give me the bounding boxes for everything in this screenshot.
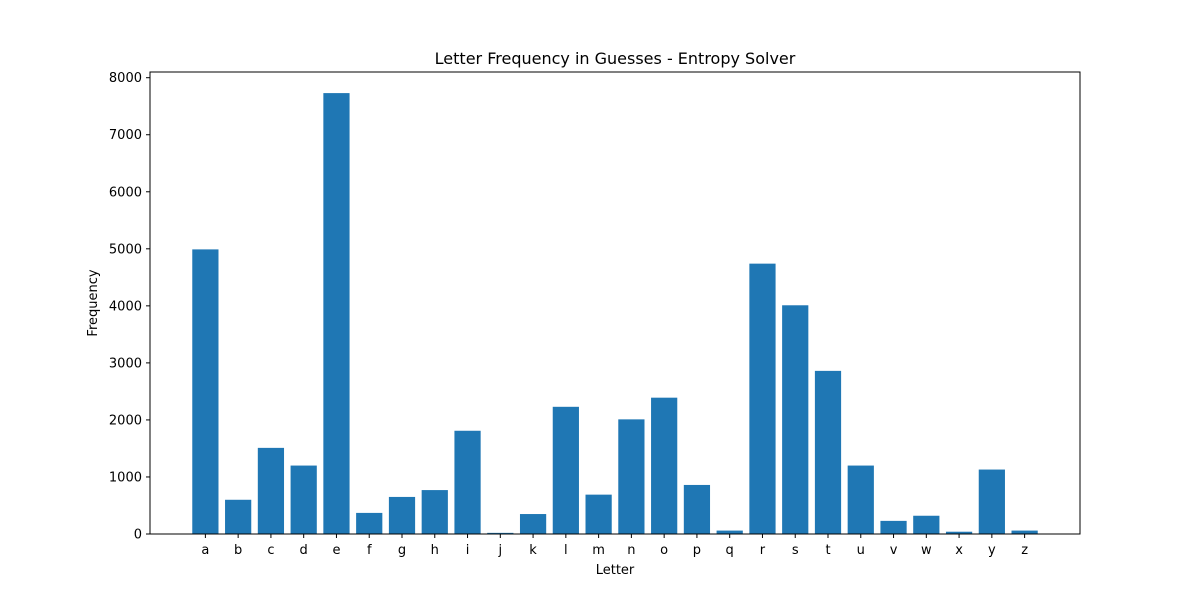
- y-tick-label-7000: 7000: [109, 128, 142, 143]
- y-axis: 0 1000 2000 3000 4000 5000 6000 7000 8000: [109, 71, 150, 543]
- bars-group: [192, 93, 1038, 534]
- bar-d: [290, 465, 317, 534]
- y-tick-label-6000: 6000: [109, 185, 142, 200]
- x-tick-label-g: g: [398, 543, 406, 558]
- bar-w: [913, 515, 940, 534]
- bar-z: [1011, 530, 1038, 534]
- x-tick-label-x: x: [955, 543, 963, 558]
- x-tick-label-e: e: [332, 543, 340, 558]
- x-tick-label-y: y: [988, 543, 996, 558]
- y-tick-label-2000: 2000: [109, 413, 142, 428]
- bar-q: [716, 530, 743, 534]
- bar-e: [323, 93, 350, 534]
- y-tick-label-8000: 8000: [109, 71, 142, 86]
- x-tick-label-l: l: [564, 543, 568, 558]
- bar-n: [618, 419, 645, 534]
- y-tick-label-1000: 1000: [109, 470, 142, 485]
- x-tick-label-h: h: [431, 543, 439, 558]
- x-tick-label-o: o: [660, 543, 668, 558]
- x-tick-label-w: w: [921, 543, 932, 558]
- bar-r: [749, 263, 776, 534]
- x-tick-label-k: k: [529, 543, 537, 558]
- x-axis: a b c d e f g h i j k l m n o p q r s t u v w x y z: [201, 534, 1028, 558]
- bar-j: [487, 532, 514, 534]
- bar-h: [421, 490, 448, 534]
- bar-b: [225, 499, 252, 534]
- x-tick-label-p: p: [693, 543, 701, 558]
- bar-c: [257, 447, 285, 534]
- bar-x: [945, 531, 973, 534]
- bar-s: [782, 305, 809, 534]
- x-tick-label-q: q: [726, 543, 734, 558]
- bar-g: [388, 496, 416, 534]
- y-tick-label-4000: 4000: [109, 299, 142, 314]
- bar-p: [683, 484, 711, 534]
- bar-a: [192, 249, 219, 534]
- bar-y: [978, 469, 1005, 534]
- bar-l: [552, 406, 579, 534]
- y-tick-label-0: 0: [134, 528, 142, 543]
- x-tick-label-t: t: [825, 543, 830, 558]
- chart-title: Letter Frequency in Guesses - Entropy So…: [435, 49, 796, 68]
- x-tick-label-j: j: [497, 543, 502, 558]
- x-tick-label-f: f: [367, 543, 372, 558]
- bar-i: [454, 430, 481, 534]
- bar-m: [585, 494, 612, 534]
- x-tick-label-u: u: [857, 543, 865, 558]
- y-tick-label-3000: 3000: [109, 356, 142, 371]
- y-axis-label: Frequency: [86, 269, 101, 336]
- x-tick-label-d: d: [300, 543, 308, 558]
- plot-frame: [149, 71, 1081, 535]
- x-tick-label-z: z: [1021, 543, 1028, 558]
- bar-t: [814, 370, 842, 534]
- x-axis-label: Letter: [596, 563, 635, 578]
- bar-k: [519, 514, 547, 534]
- x-tick-label-s: s: [792, 543, 799, 558]
- x-tick-label-c: c: [267, 543, 274, 558]
- x-tick-label-a: a: [201, 543, 209, 558]
- x-tick-label-v: v: [890, 543, 898, 558]
- x-tick-label-b: b: [234, 543, 242, 558]
- bar-o: [651, 397, 678, 534]
- x-tick-label-i: i: [466, 543, 470, 558]
- x-tick-label-m: m: [592, 543, 605, 558]
- x-tick-label-r: r: [760, 543, 766, 558]
- y-tick-label-5000: 5000: [109, 242, 142, 257]
- bar-u: [847, 465, 874, 534]
- bar-v: [880, 520, 907, 534]
- bar-f: [356, 512, 383, 534]
- x-tick-label-n: n: [627, 543, 635, 558]
